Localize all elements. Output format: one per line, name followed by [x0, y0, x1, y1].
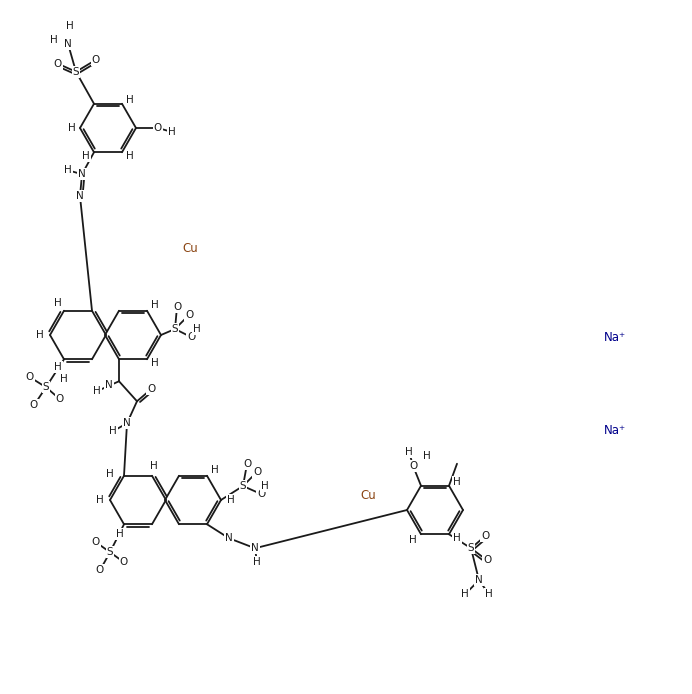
Text: H: H: [126, 151, 134, 161]
Text: O: O: [56, 394, 64, 404]
Text: O: O: [154, 123, 162, 133]
Text: H: H: [66, 21, 74, 31]
Text: H: H: [36, 330, 44, 340]
Text: O: O: [409, 461, 417, 471]
Text: O: O: [257, 489, 265, 499]
Text: O: O: [120, 557, 128, 567]
Text: O: O: [253, 467, 261, 477]
Text: H: H: [60, 374, 68, 384]
Text: H: H: [150, 461, 158, 471]
Text: H: H: [261, 481, 269, 491]
Text: O: O: [483, 555, 491, 565]
Text: H: H: [109, 426, 117, 437]
Text: O: O: [243, 459, 251, 469]
Text: H: H: [405, 447, 413, 457]
Text: H: H: [211, 465, 219, 475]
Text: O: O: [147, 384, 155, 394]
Text: H: H: [93, 387, 101, 396]
Text: H: H: [50, 35, 58, 44]
Text: N: N: [475, 575, 483, 585]
Text: S: S: [172, 324, 179, 334]
Text: N: N: [251, 543, 259, 553]
Text: H: H: [193, 324, 201, 334]
Text: H: H: [453, 477, 461, 486]
Text: H: H: [96, 495, 104, 505]
Text: O: O: [30, 400, 38, 410]
Text: H: H: [64, 165, 72, 176]
Text: O: O: [26, 372, 34, 382]
Text: N: N: [225, 533, 233, 543]
Text: H: H: [54, 298, 62, 307]
Text: O: O: [481, 531, 489, 541]
Text: Cu: Cu: [182, 242, 198, 255]
Text: Na⁺: Na⁺: [604, 423, 626, 437]
Text: Na⁺: Na⁺: [604, 330, 626, 344]
Text: N: N: [76, 192, 84, 201]
Text: O: O: [92, 537, 100, 548]
Text: O: O: [54, 59, 62, 69]
Text: H: H: [151, 358, 159, 369]
Text: N: N: [123, 418, 131, 428]
Text: H: H: [54, 362, 62, 372]
Text: S: S: [107, 548, 113, 557]
Text: O: O: [187, 332, 195, 342]
Text: H: H: [409, 535, 417, 545]
Text: H: H: [106, 468, 114, 479]
Text: H: H: [253, 557, 261, 567]
Text: H: H: [423, 450, 431, 461]
Text: O: O: [185, 310, 193, 320]
Text: O: O: [173, 302, 181, 312]
Text: H: H: [485, 589, 493, 599]
Text: S: S: [239, 481, 246, 491]
Text: N: N: [64, 39, 72, 49]
Text: O: O: [92, 55, 100, 65]
Text: S: S: [73, 67, 80, 77]
Text: H: H: [461, 589, 469, 599]
Text: S: S: [43, 382, 49, 392]
Text: H: H: [227, 495, 235, 505]
Text: N: N: [78, 169, 86, 179]
Text: N: N: [105, 380, 113, 390]
Text: O: O: [96, 565, 104, 575]
Text: H: H: [116, 530, 124, 539]
Text: H: H: [151, 300, 159, 310]
Text: H: H: [82, 151, 90, 161]
Text: Cu: Cu: [360, 489, 376, 502]
Text: H: H: [453, 533, 461, 543]
Text: H: H: [126, 95, 134, 105]
Text: H: H: [168, 127, 176, 137]
Text: S: S: [468, 543, 474, 553]
Text: H: H: [68, 123, 76, 133]
